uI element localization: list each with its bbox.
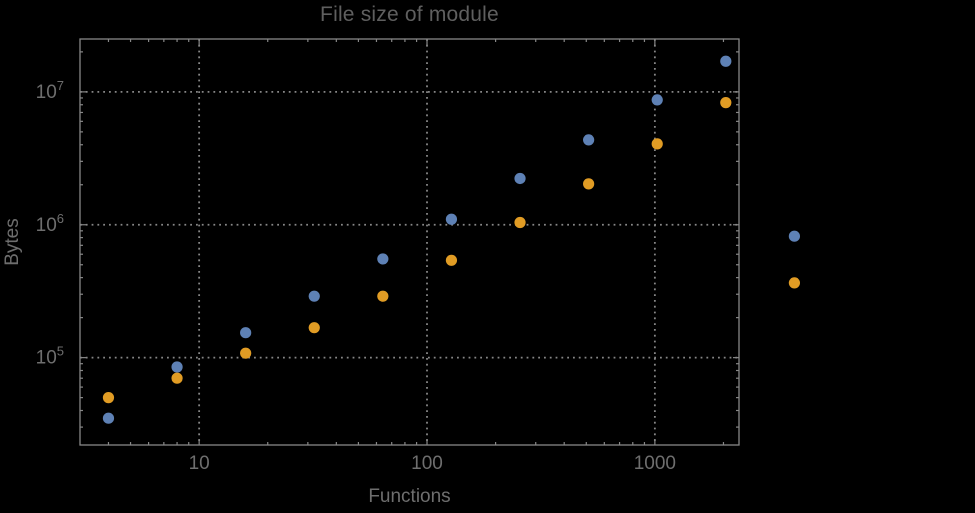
data-point-series-1-blue bbox=[308, 290, 320, 302]
data-point-series-2-orange bbox=[651, 138, 663, 150]
plot-frame bbox=[79, 38, 740, 446]
data-point-series-1-blue bbox=[788, 230, 801, 242]
data-point-series-2-orange bbox=[583, 178, 595, 190]
y-tick-label: 107 bbox=[36, 78, 64, 103]
data-point-series-2-orange bbox=[308, 322, 320, 334]
data-point-series-1-blue bbox=[720, 55, 732, 67]
data-point-series-1-blue bbox=[445, 213, 458, 225]
x-tick-label: 1000 bbox=[634, 453, 676, 474]
data-point-series-1-blue bbox=[514, 172, 526, 185]
data-point-series-2-orange bbox=[240, 347, 252, 359]
x-axis-label: Functions bbox=[368, 486, 451, 507]
data-point-series-1-blue bbox=[102, 412, 115, 424]
x-tick-label: 100 bbox=[411, 453, 443, 474]
data-point-series-1-blue bbox=[240, 327, 252, 339]
x-tick-label: 10 bbox=[189, 453, 210, 474]
data-point-series-2-orange bbox=[514, 216, 526, 229]
data-point-series-2-orange bbox=[445, 254, 458, 266]
data-point-series-1-blue bbox=[171, 361, 183, 373]
data-point-series-2-orange bbox=[788, 277, 801, 289]
data-point-series-1-blue bbox=[651, 94, 663, 106]
data-point-series-2-orange bbox=[102, 392, 115, 404]
data-point-series-2-orange bbox=[171, 372, 183, 384]
data-point-series-2-orange bbox=[377, 290, 389, 302]
y-tick-label: 106 bbox=[36, 211, 64, 236]
data-point-series-1-blue bbox=[377, 253, 389, 265]
data-point-series-2-orange bbox=[720, 97, 732, 109]
data-point-series-1-blue bbox=[583, 134, 595, 146]
y-tick-label: 105 bbox=[36, 344, 64, 369]
chart-title: File size of module bbox=[320, 3, 499, 26]
